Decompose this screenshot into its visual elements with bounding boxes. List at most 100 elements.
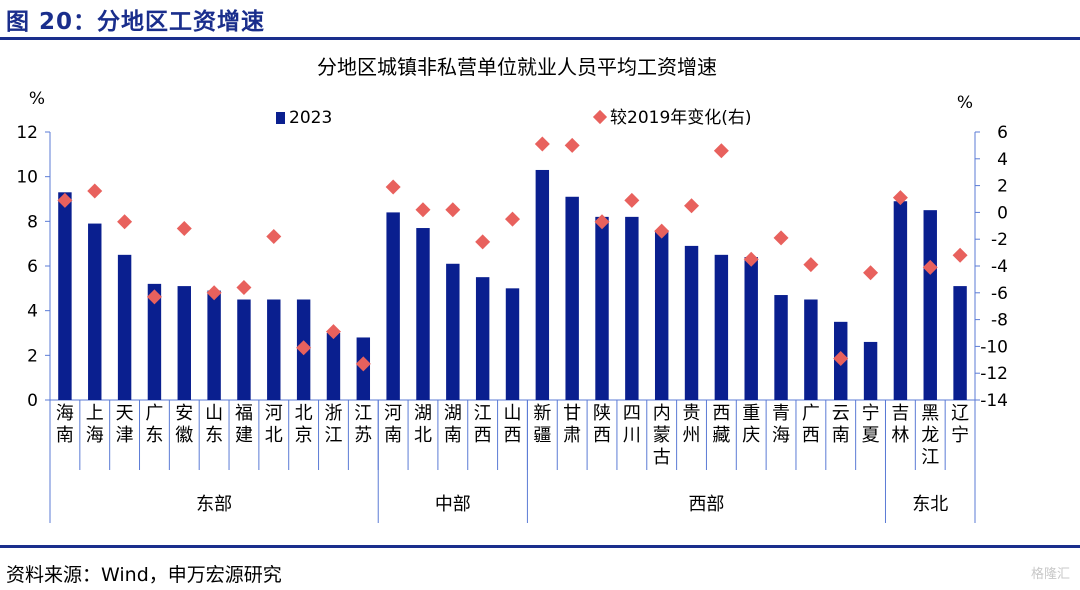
category-label: 海南 [56,403,74,446]
category-label: 甘肃 [563,403,581,446]
change-marker [385,179,401,195]
bar-2023 [446,263,460,400]
right-axis-tick-label: -2 [991,230,1008,250]
left-axis-tick-label: 0 [27,391,38,411]
bar-2023 [117,254,132,400]
group-label: 西部 [688,494,724,515]
group-label: 中部 [435,494,471,515]
change-marker [206,285,222,301]
category-label: 河北 [265,403,283,446]
category-label: 新疆 [533,403,551,446]
title-rule [0,37,1080,40]
category-label: 山东 [205,403,223,446]
left-axis-tick-label: 8 [27,212,38,232]
category-label: 山西 [504,403,522,446]
change-marker [87,183,103,199]
change-marker [803,257,819,273]
right-axis-unit: % [957,93,973,113]
bar-2023 [267,299,281,400]
right-axis-tick-label: 4 [997,150,1008,170]
right-axis-tick-label: -12 [980,364,1008,384]
bar-2023 [774,295,788,400]
change-marker [713,143,729,159]
watermark: 格隆汇 [1030,567,1070,582]
right-axis-tick-label: -10 [980,337,1008,357]
bar-2023 [386,212,400,400]
change-marker [773,230,789,246]
bar-2023 [326,333,341,400]
category-label: 西藏 [712,403,730,446]
category-label: 湖南 [444,403,462,446]
category-label: 宁夏 [862,403,880,446]
left-axis-tick-label: 4 [27,302,38,322]
category-label: 广西 [802,403,820,446]
change-marker [564,137,580,153]
change-marker [146,289,162,305]
category-label: 湖北 [414,403,432,446]
legend-bar-swatch [276,112,285,124]
bar-2023 [953,286,967,400]
category-label: 四川 [623,403,641,446]
bar-2023 [744,257,758,400]
category-label: 江苏 [354,403,372,446]
bar-2023 [595,216,609,400]
bar-2023 [147,283,162,400]
category-label: 内蒙古 [653,403,671,468]
category-label: 重庆 [742,403,760,446]
legend-marker-swatch [592,109,608,125]
change-marker [415,202,431,218]
footer-rule [0,545,1080,548]
bar-2023 [714,254,729,400]
right-axis-tick-label: -6 [991,284,1008,304]
bar-2023 [237,299,251,400]
change-marker [892,190,908,206]
change-marker [922,259,938,275]
change-marker [534,136,550,152]
group-label: 东部 [196,494,232,515]
left-axis-tick-label: 10 [16,168,38,188]
change-marker [594,214,610,230]
bar-2023 [58,192,72,400]
group-label: 东北 [912,494,948,515]
change-marker [952,247,968,263]
category-label: 云南 [832,403,850,446]
bar-scatter-chart: 分地区城镇非私营单位就业人员平均工资增速 % % 2023 较2019年变化(右… [16,55,1008,523]
bar-2023 [804,299,818,400]
change-marker [355,356,371,372]
change-marker [266,229,282,245]
category-label: 江西 [474,403,492,446]
category-label: 浙江 [324,403,342,446]
category-label: 青海 [772,403,790,446]
bar-2023 [505,288,520,400]
change-marker [176,220,192,236]
right-axis-tick-label: -4 [991,257,1008,277]
category-label: 黑龙江 [921,403,939,468]
category-label: 北京 [295,403,313,446]
change-marker [296,340,312,356]
right-axis-tick-label: -8 [991,311,1008,331]
legend-marker-label: 较2019年变化(右) [610,108,752,128]
change-marker [57,192,73,208]
bar-2023 [177,286,191,400]
category-label: 广东 [145,403,163,446]
bar-2023 [535,169,550,400]
legend-bar-label: 2023 [289,108,332,128]
left-axis-tick-label: 12 [16,123,38,143]
bar-2023 [565,196,579,400]
figure-title: 图 20：分地区工资增速 [6,9,266,35]
category-label: 辽宁 [951,403,969,446]
category-label: 天津 [116,403,134,446]
category-label: 贵州 [683,403,701,446]
left-axis-tick-label: 2 [27,346,38,366]
bar-2023 [654,230,669,400]
right-axis-tick-label: 0 [997,203,1008,223]
bar-2023 [625,216,639,400]
bar-2023 [923,210,937,400]
category-label: 福建 [235,403,253,446]
bar-2023 [684,245,699,400]
change-marker [743,251,759,267]
category-label: 吉林 [891,403,909,446]
change-marker [863,265,879,281]
change-marker [445,202,461,218]
right-axis-tick-label: -14 [980,391,1008,411]
